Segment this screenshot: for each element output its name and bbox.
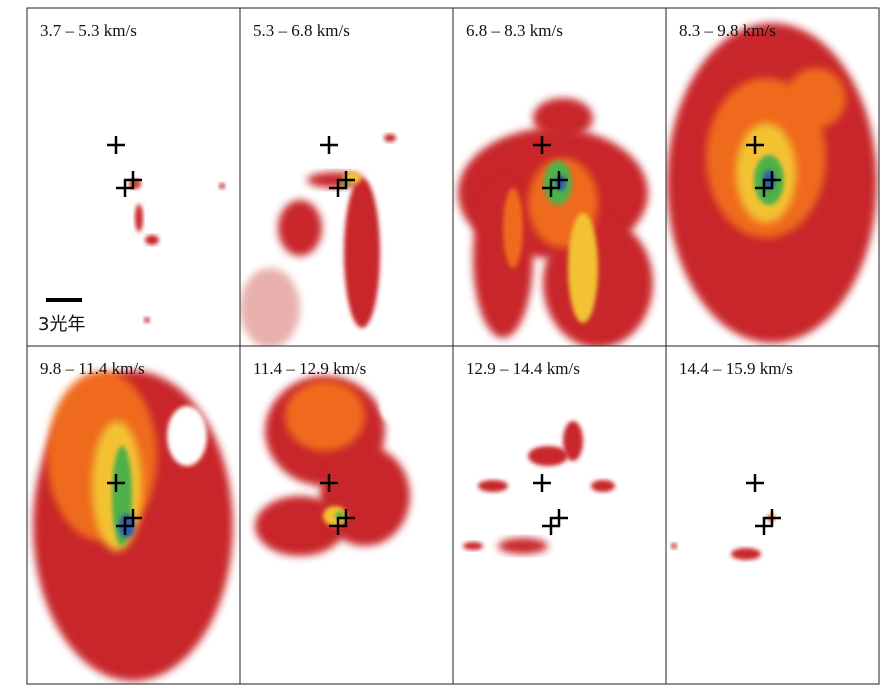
emission-blob (671, 543, 677, 549)
emission-blob (285, 381, 365, 451)
emission-blob (320, 446, 410, 546)
emission-blob (344, 178, 380, 328)
emission-blob (278, 200, 322, 256)
source-cross (746, 474, 764, 492)
emission-blob (463, 542, 483, 550)
emission-blob (568, 213, 598, 323)
page: 3.7 – 5.3 km/s 3光年 5.3 – 6.8 km/s 6.8 – 8.3… (0, 0, 884, 685)
channel-panel: 5.3 – 6.8 km/s (240, 8, 453, 348)
emission-blob (563, 421, 583, 461)
velocity-label: 8.3 – 9.8 km/s (679, 21, 776, 40)
velocity-label: 11.4 – 12.9 km/s (253, 359, 366, 378)
channel-panel: 8.3 – 9.8 km/s (666, 8, 879, 346)
emission-map (671, 514, 775, 560)
channel-map-figure: 3.7 – 5.3 km/s 3光年 5.3 – 6.8 km/s 6.8 – 8.3… (0, 0, 884, 685)
emission-blob (144, 317, 150, 323)
source-cross (763, 509, 781, 527)
emission-blob (135, 204, 143, 232)
channel-panel: 9.8 – 11.4 km/s (27, 346, 240, 684)
emission-blob (219, 183, 225, 189)
channel-panel: 12.9 – 14.4 km/s (453, 346, 666, 684)
scale-bar-label: 3光年 (38, 314, 85, 335)
emission-blob (167, 406, 207, 466)
emission-blob (786, 68, 846, 128)
emission-blob (240, 268, 300, 348)
source-cross (533, 474, 551, 492)
emission-blob (731, 548, 761, 560)
velocity-label: 6.8 – 8.3 km/s (466, 21, 563, 40)
emission-blob (478, 480, 508, 492)
channel-panel: 3.7 – 5.3 km/s 3光年 (27, 8, 240, 346)
emission-map (463, 421, 615, 554)
source-cross (542, 517, 560, 535)
scale-bar (46, 298, 82, 302)
emission-map (129, 179, 225, 323)
emission-blob (473, 178, 533, 338)
source-cross (550, 509, 568, 527)
emission-blob (145, 235, 159, 245)
velocity-label: 14.4 – 15.9 km/s (679, 359, 793, 378)
emission-blob (533, 98, 593, 138)
emission-map (240, 134, 396, 348)
source-cross (320, 136, 338, 154)
emission-blob (503, 188, 523, 268)
channel-panel: 6.8 – 8.3 km/s (453, 8, 666, 348)
channel-panel: 14.4 – 15.9 km/s (666, 346, 879, 684)
channel-panel: 11.4 – 12.9 km/s (240, 346, 453, 684)
source-cross (107, 136, 125, 154)
emission-blob (384, 134, 396, 142)
velocity-label: 3.7 – 5.3 km/s (40, 21, 137, 40)
emission-blob (591, 480, 615, 492)
emission-blob (498, 538, 548, 554)
emission-blob (380, 386, 420, 426)
emission-map (458, 98, 653, 348)
velocity-label: 12.9 – 14.4 km/s (466, 359, 580, 378)
velocity-label: 5.3 – 6.8 km/s (253, 21, 350, 40)
velocity-label: 9.8 – 11.4 km/s (40, 359, 145, 378)
emission-blob (528, 446, 568, 466)
